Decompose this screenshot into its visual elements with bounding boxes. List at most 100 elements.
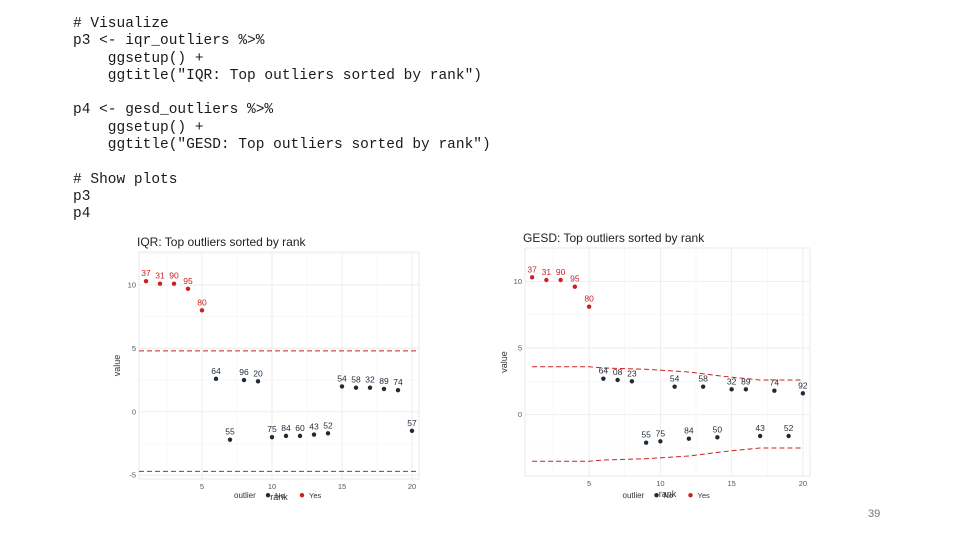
y-tick-label: 0 — [518, 410, 522, 419]
legend-title: outlier — [234, 491, 256, 500]
x-axis-title: rank — [659, 489, 677, 499]
data-point — [255, 379, 261, 384]
x-tick-label: 15 — [338, 482, 346, 491]
data-point — [185, 286, 191, 291]
data-point-label: 37 — [527, 264, 537, 274]
data-point-label: 57 — [407, 418, 417, 428]
code-line: p4 <- gesd_outliers %>% — [73, 102, 274, 119]
data-point — [658, 439, 663, 444]
data-point-label: 23 — [627, 368, 637, 378]
y-tick-label: 10 — [128, 280, 136, 289]
legend-label: No — [275, 491, 285, 500]
data-point-label: 54 — [337, 373, 347, 383]
data-point-label: 95 — [570, 274, 580, 284]
iqr-outlier-plot: IQR: Top outliers sorted by rank 5 10 15 20 -… — [112, 235, 420, 502]
data-point-label: 32 — [727, 376, 737, 386]
data-point-label: 58 — [351, 375, 361, 385]
data-point — [672, 384, 677, 389]
data-point-label: 55 — [225, 427, 235, 437]
upper-bound-line — [532, 366, 803, 381]
plot-panel — [524, 247, 811, 477]
data-point — [715, 435, 720, 440]
data-point-label: 20 — [253, 368, 263, 378]
x-tick-label: 20 — [408, 482, 416, 491]
data-point-label: 74 — [770, 378, 780, 388]
data-point-label: 80 — [584, 294, 594, 304]
legend-key — [265, 493, 271, 498]
data-point-label: 75 — [656, 428, 666, 438]
x-tick-label: 5 — [200, 482, 204, 491]
legend-label: Yes — [309, 491, 321, 500]
data-point — [409, 428, 415, 434]
gesd-outlier-plot: GESD: Top outliers sorted by rank 5 10 15 20… — [499, 231, 811, 500]
y-tick-label: 10 — [514, 277, 522, 286]
data-point-label: 58 — [698, 374, 708, 384]
data-point — [353, 385, 359, 390]
data-point-label: 52 — [323, 420, 333, 430]
data-point — [367, 385, 373, 390]
x-tick-label: 5 — [587, 479, 591, 488]
code-block: # Visualize p3 <- iqr_outliers %>% ggset… — [73, 16, 491, 224]
page-number: 39 — [868, 508, 881, 520]
chart-title: GESD: Top outliers sorted by rank — [523, 231, 705, 245]
data-point — [339, 384, 345, 389]
data-point — [629, 379, 635, 384]
code-line: # Visualize — [73, 16, 169, 32]
data-point — [686, 436, 692, 441]
data-point-label: 31 — [155, 271, 165, 281]
data-point-label: 52 — [784, 423, 794, 433]
data-point — [311, 432, 317, 437]
data-point — [757, 433, 763, 439]
y-tick-label: 5 — [132, 344, 136, 353]
data-point — [786, 433, 791, 439]
data-point — [297, 433, 303, 439]
code-line: p4 — [73, 206, 91, 223]
data-point-label: 90 — [169, 271, 179, 281]
data-point-label: 74 — [393, 377, 403, 387]
legend-key — [654, 493, 659, 498]
data-point-label: 89 — [379, 376, 389, 386]
data-point — [199, 308, 205, 313]
data-point — [615, 377, 620, 383]
code-line: # Show plots — [73, 171, 178, 188]
data-point — [700, 384, 706, 389]
data-point — [171, 281, 177, 286]
code-line: ggsetup() + — [73, 50, 204, 67]
code-line: p3 <- iqr_outliers %>% — [73, 33, 265, 50]
code-line: p3 — [73, 188, 91, 205]
data-point — [601, 376, 606, 381]
data-point — [143, 278, 149, 284]
x-tick-label: 10 — [656, 479, 664, 488]
data-point — [241, 377, 247, 383]
data-point-label: 84 — [684, 426, 694, 436]
data-point — [213, 376, 219, 382]
lower-bound-line — [532, 447, 803, 462]
data-point-label: 96 — [239, 367, 249, 377]
code-line: ggsetup() + — [73, 119, 204, 136]
data-point — [269, 434, 275, 440]
legend-key — [299, 493, 305, 498]
data-point-label: 90 — [556, 267, 566, 277]
data-point — [743, 387, 749, 392]
code-line: ggtitle("IQR: Top outliers sorted by ran… — [73, 67, 482, 84]
x-tick-label: 10 — [268, 482, 276, 491]
data-point-label: 64 — [211, 366, 221, 376]
data-point-label: 43 — [309, 422, 319, 432]
data-point-label: 43 — [755, 423, 765, 433]
legend-label: No — [664, 491, 674, 500]
data-point — [643, 440, 649, 445]
data-point-label: 89 — [741, 376, 751, 386]
data-point-label: 50 — [713, 424, 723, 434]
data-point-label: 95 — [183, 276, 193, 286]
data-point-label: 84 — [281, 423, 291, 433]
data-point — [395, 388, 401, 393]
data-point — [558, 277, 563, 283]
data-point-label: 08 — [613, 367, 623, 377]
x-tick-label: 15 — [727, 479, 735, 488]
legend-label: Yes — [698, 491, 710, 500]
data-point-label: 92 — [798, 380, 808, 390]
x-axis-title: rank — [270, 492, 288, 502]
plot-panel — [138, 251, 420, 480]
data-point-label: 55 — [641, 430, 651, 440]
y-axis-title: value — [112, 355, 122, 377]
